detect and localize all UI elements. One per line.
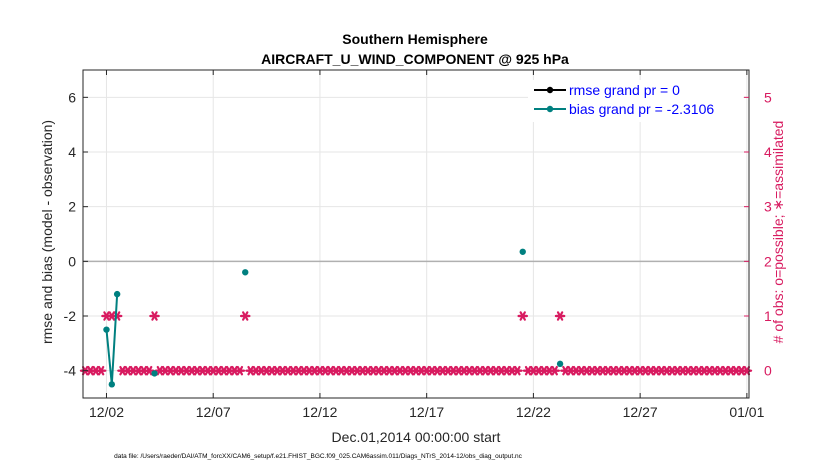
y-axis-label-left: rmse and bias (model - observation): [39, 120, 55, 344]
obs-count-marker: [474, 365, 486, 376]
obs-count-marker: [517, 311, 529, 321]
bias-point: [103, 326, 110, 333]
bias-series: [103, 248, 564, 388]
bias-point: [108, 381, 116, 388]
legend-rmse-marker: [546, 86, 554, 94]
x-tick-label: 12/02: [89, 404, 124, 420]
chart-title: Southern Hemisphere: [342, 31, 488, 47]
obs-count-marker: [533, 365, 545, 376]
obs-count-marker: [554, 311, 566, 321]
obs-count-marker: [143, 365, 155, 376]
y-tick-label-left: 2: [68, 199, 76, 215]
obs-count-marker: [95, 365, 107, 376]
axis-ticks: 12/02 12/07 12/12 12/17 12/22 12/27 01/01 -4 -2 0…: [64, 70, 772, 420]
y-tick-label-right: 1: [764, 308, 772, 324]
x-tick-label: 12/17: [409, 404, 444, 420]
obs-count-marker: [549, 365, 561, 376]
legend-bias-label: bias grand pr = -2.3106: [569, 101, 714, 117]
bias-point: [151, 370, 158, 377]
x-tick-label: 12/07: [196, 404, 231, 420]
x-tick-label: 12/12: [302, 404, 337, 420]
bias-point: [519, 248, 526, 255]
obs-count-marker: [122, 365, 134, 376]
obs-count-marker: [191, 365, 203, 376]
x-tick-label: 12/27: [623, 404, 658, 420]
y-tick-label-left: 0: [68, 253, 76, 269]
legend-rmse-label: rmse grand pr = 0: [569, 82, 680, 98]
y-tick-label-left: 6: [68, 89, 76, 105]
obs-count-marker: [234, 365, 246, 376]
y-axis-label-right: # of obs: o=possible; ∗=assimilated: [770, 121, 786, 344]
y-tick-label-right: 3: [764, 199, 772, 215]
y-tick-label-right: 2: [764, 253, 772, 269]
obs-count-series: [79, 311, 753, 376]
y-tick-label-left: 4: [68, 144, 76, 160]
x-tick-label: 01/01: [729, 404, 764, 420]
y-tick-label-left: -2: [64, 308, 77, 324]
bias-point: [242, 269, 249, 276]
obs-count-marker: [149, 311, 160, 321]
plot-frame: [82, 69, 750, 399]
obs-count-marker: [512, 365, 523, 376]
x-tick-label: 12/22: [516, 404, 551, 420]
y-tick-label-right: 5: [764, 89, 772, 105]
bias-point: [556, 360, 564, 368]
obs-count-marker: [239, 311, 251, 321]
y-tick-label-left: -4: [64, 363, 77, 379]
data-file-footer: data file: /Users/raeder/DAI/ATM_forcXX/…: [114, 453, 523, 460]
chart-subtitle: AIRCRAFT_U_WIND_COMPONENT @ 925 hPa: [261, 51, 569, 67]
x-axis-label: Dec.01,2014 00:00:00 start: [332, 429, 501, 445]
obs-count-marker: [506, 365, 518, 376]
obs-count-marker: [213, 365, 224, 376]
y-tick-label-right: 4: [764, 144, 772, 160]
obs-count-marker: [464, 365, 475, 376]
obs-count-marker: [133, 365, 144, 376]
obs-count-marker: [714, 365, 726, 376]
bias-point: [113, 290, 121, 298]
y-tick-label-right: 0: [764, 363, 772, 379]
legend: rmse grand pr = 0 bias grand pr = -2.310…: [528, 80, 743, 122]
legend-bias-marker: [546, 105, 554, 113]
legend-box: [528, 80, 743, 122]
